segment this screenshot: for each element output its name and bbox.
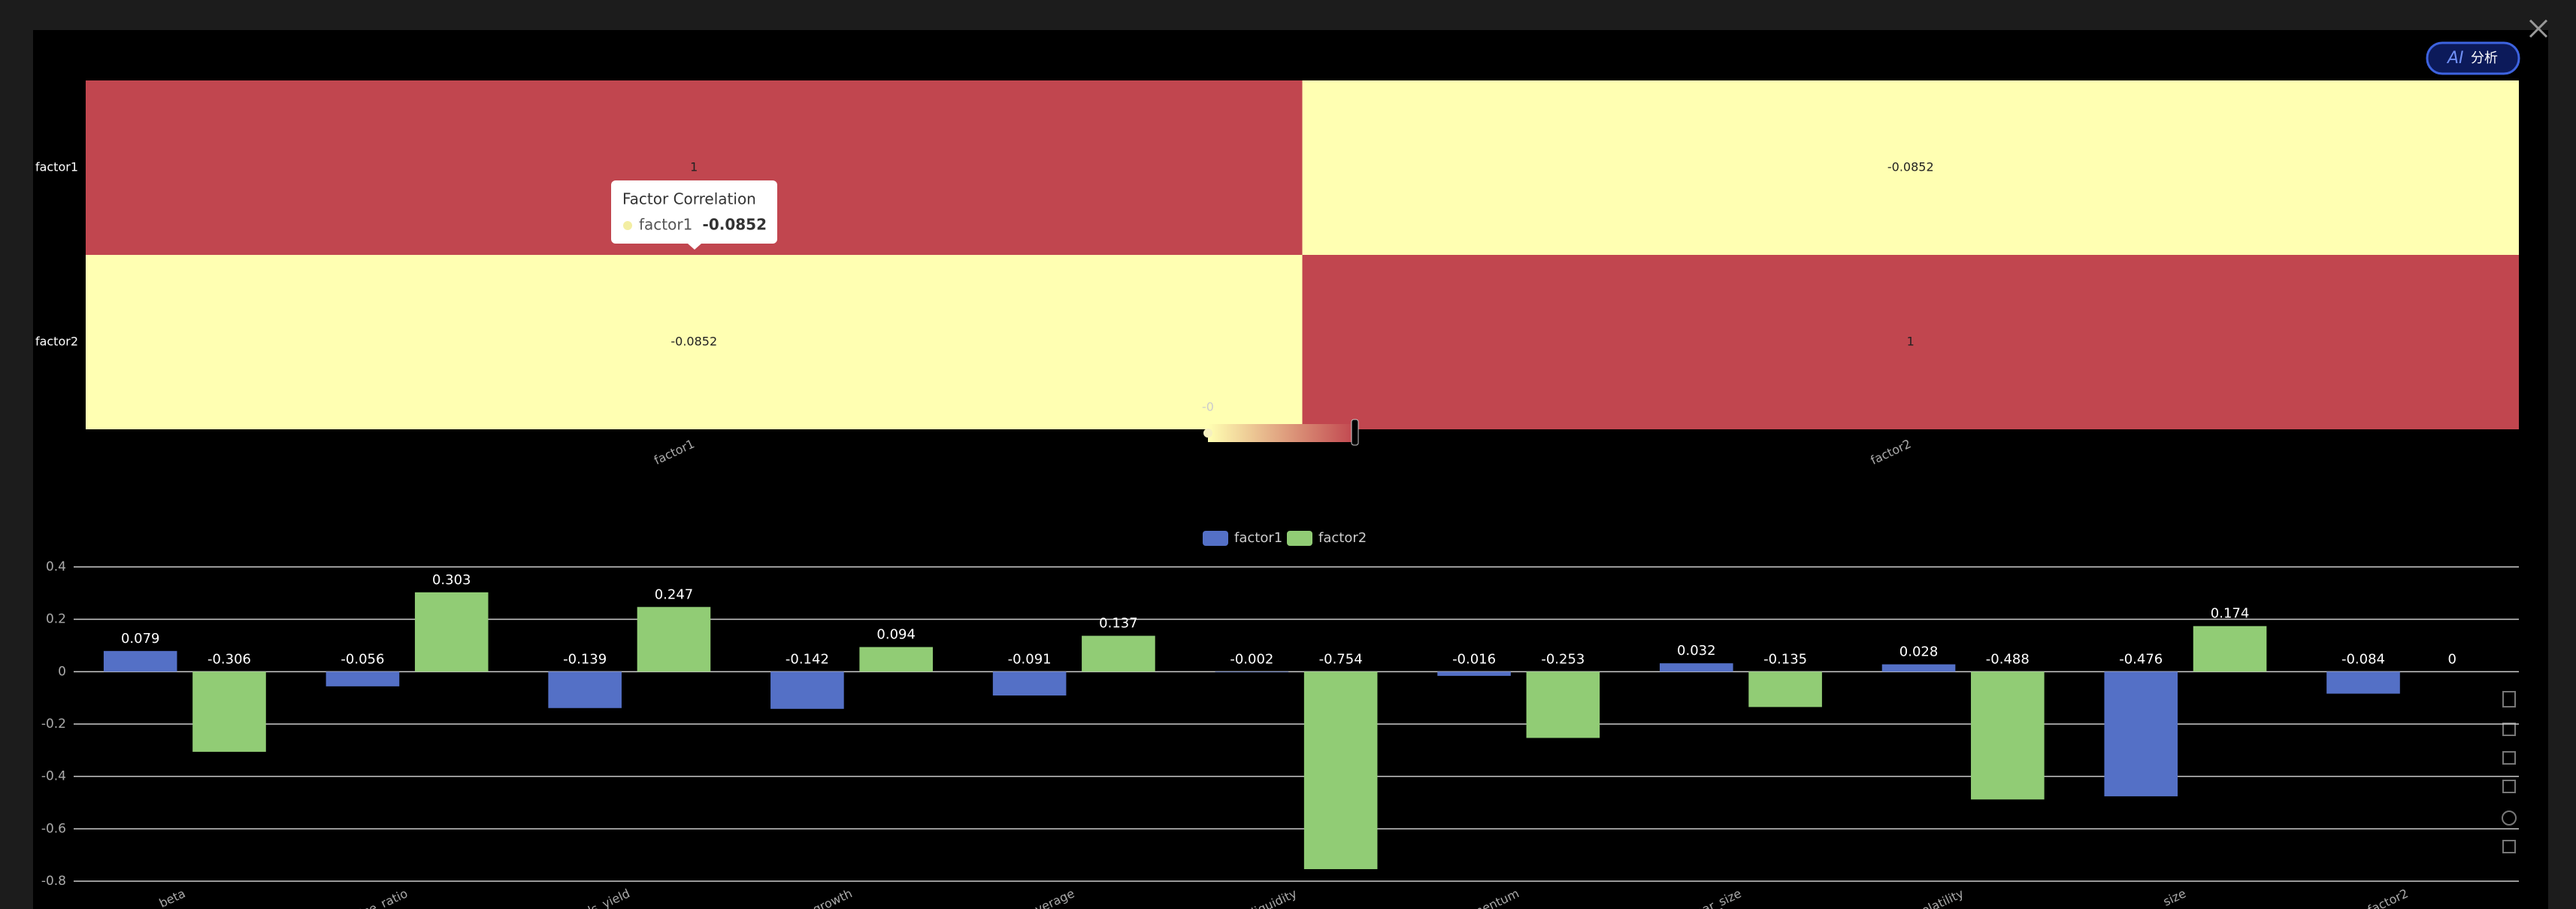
bar-value-label: -0.139 — [563, 651, 607, 667]
bar — [637, 607, 711, 672]
tooltip-value: -0.0852 — [703, 216, 767, 234]
bar-value-label: -0.253 — [1541, 651, 1585, 667]
legend-label: factor1 — [1234, 530, 1282, 546]
toolbox — [2502, 691, 2517, 853]
y-tick-label: factor2 — [35, 335, 78, 349]
bar-value-label: -0.056 — [341, 651, 384, 667]
bar-value-label: -0.754 — [1319, 651, 1363, 667]
heatmap-cell — [1302, 80, 2519, 255]
y-tick-label: 0.4 — [46, 559, 66, 574]
bar — [1526, 671, 1600, 738]
bar — [770, 671, 844, 709]
tool-icon[interactable] — [2502, 723, 2516, 736]
tooltip-title: Factor Correlation — [622, 190, 756, 208]
bar-value-label: 0.303 — [432, 572, 471, 588]
bar-value-label: 0.028 — [1899, 644, 1939, 660]
bar-value-label: 0.174 — [2211, 606, 2250, 622]
bar-value-label: -0.306 — [207, 651, 251, 667]
bar — [1215, 671, 1289, 673]
visual-map-bar — [1208, 424, 1355, 442]
bar-value-label: -0.084 — [2341, 651, 2385, 667]
legend-swatch — [1287, 531, 1312, 546]
bar — [325, 671, 400, 686]
bar — [103, 650, 177, 672]
y-tick-label: 0.2 — [46, 612, 66, 627]
bar — [2104, 671, 2178, 797]
bar-value-label: -0.142 — [786, 651, 829, 667]
cell-label: 1 — [690, 160, 698, 174]
bar — [992, 671, 1067, 696]
bar — [1437, 671, 1511, 676]
bar — [1082, 635, 1155, 672]
bar — [2326, 671, 2400, 694]
bar — [1303, 671, 1378, 869]
bar — [859, 647, 933, 672]
visual-map-handle — [1351, 419, 1359, 446]
y-tick-label: -0.6 — [41, 821, 66, 836]
y-tick-label: -0.4 — [41, 769, 66, 784]
tooltip: Factor Correlation factor1 -0.0852 — [611, 180, 777, 250]
bar-chart: -0.8-0.6-0.4-0.200.20.4beta0.079-0.306ic… — [41, 530, 2519, 909]
visual-map-handle — [1203, 429, 1212, 438]
cell-label: 1 — [1907, 335, 1915, 349]
heatmap-cell — [86, 255, 1303, 429]
y-tick-label: 0 — [58, 664, 66, 679]
heatmap-cell — [1302, 255, 2519, 429]
bar-value-label: -0.488 — [1986, 651, 2030, 667]
bar — [1971, 671, 2045, 800]
bar-value-label: 0 — [2448, 651, 2456, 667]
y-tick-label: -0.2 — [41, 717, 66, 732]
tool-icon[interactable] — [2502, 840, 2516, 853]
tool-icon[interactable] — [2502, 811, 2517, 826]
legend-label: factor2 — [1318, 530, 1367, 546]
ai-logo: AI — [2446, 49, 2464, 68]
tool-icon[interactable] — [2502, 691, 2516, 708]
legend-swatch — [1203, 531, 1228, 546]
bar-value-label: 0.079 — [121, 631, 160, 647]
bar-value-label: -0.091 — [1008, 651, 1052, 667]
bar-value-label: -0.476 — [2119, 651, 2163, 667]
bar-value-label: 0.137 — [1099, 616, 1138, 632]
cell-label: -0.0852 — [1887, 160, 1934, 174]
y-tick-label: -0.8 — [41, 874, 66, 889]
bar-value-label: -0.002 — [1230, 651, 1273, 667]
y-tick-label: factor1 — [35, 160, 78, 174]
cell-label: -0.0852 — [670, 335, 717, 349]
visual-map-label: -0 — [1202, 400, 1214, 414]
bar — [2193, 626, 2267, 672]
bar — [1660, 663, 1733, 672]
ai-button[interactable]: AI 分析 — [2426, 41, 2520, 75]
ai-button-label: 分析 — [2471, 50, 2498, 66]
bar-value-label: 0.247 — [655, 586, 694, 602]
bar-value-label: -0.016 — [1452, 651, 1496, 667]
tool-icon[interactable] — [2502, 780, 2516, 793]
bar-value-label: 0.094 — [876, 627, 916, 643]
bar — [548, 671, 622, 708]
bar — [1881, 664, 1956, 672]
tooltip-series: factor1 — [639, 216, 692, 234]
bar-value-label: 0.032 — [1677, 643, 1716, 659]
bar — [1748, 671, 1822, 708]
bar-value-label: -0.135 — [1763, 651, 1807, 667]
close-button[interactable] — [2529, 19, 2548, 38]
bar — [414, 592, 489, 672]
bar — [192, 671, 266, 752]
tool-icon[interactable] — [2502, 751, 2516, 765]
